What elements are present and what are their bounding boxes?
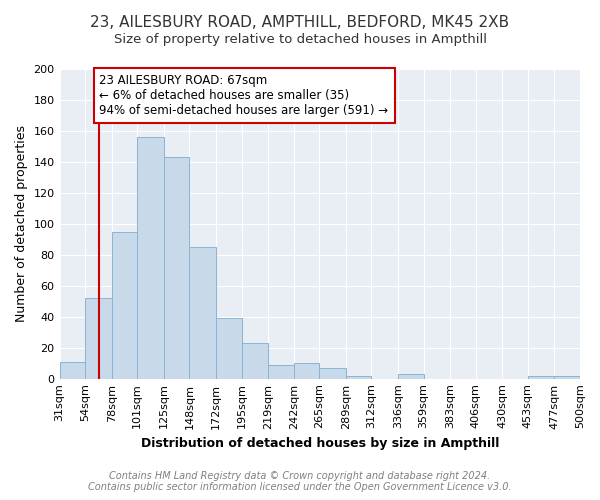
Bar <box>59 362 85 378</box>
Bar <box>112 232 137 378</box>
Text: 23, AILESBURY ROAD, AMPTHILL, BEDFORD, MK45 2XB: 23, AILESBURY ROAD, AMPTHILL, BEDFORD, M… <box>91 15 509 30</box>
Bar <box>242 343 268 378</box>
Bar <box>398 374 424 378</box>
Bar <box>528 376 554 378</box>
Text: 23 AILESBURY ROAD: 67sqm
← 6% of detached houses are smaller (35)
94% of semi-de: 23 AILESBURY ROAD: 67sqm ← 6% of detache… <box>100 74 389 116</box>
Bar <box>85 298 112 378</box>
Y-axis label: Number of detached properties: Number of detached properties <box>15 126 28 322</box>
Bar <box>346 376 371 378</box>
Bar <box>319 368 346 378</box>
Bar <box>164 158 190 378</box>
Text: Size of property relative to detached houses in Ampthill: Size of property relative to detached ho… <box>113 32 487 46</box>
X-axis label: Distribution of detached houses by size in Ampthill: Distribution of detached houses by size … <box>140 437 499 450</box>
Bar <box>554 376 580 378</box>
Bar <box>268 364 293 378</box>
Bar <box>216 318 242 378</box>
Bar <box>137 137 164 378</box>
Text: Contains HM Land Registry data © Crown copyright and database right 2024.
Contai: Contains HM Land Registry data © Crown c… <box>88 471 512 492</box>
Bar <box>293 363 319 378</box>
Bar <box>190 247 216 378</box>
